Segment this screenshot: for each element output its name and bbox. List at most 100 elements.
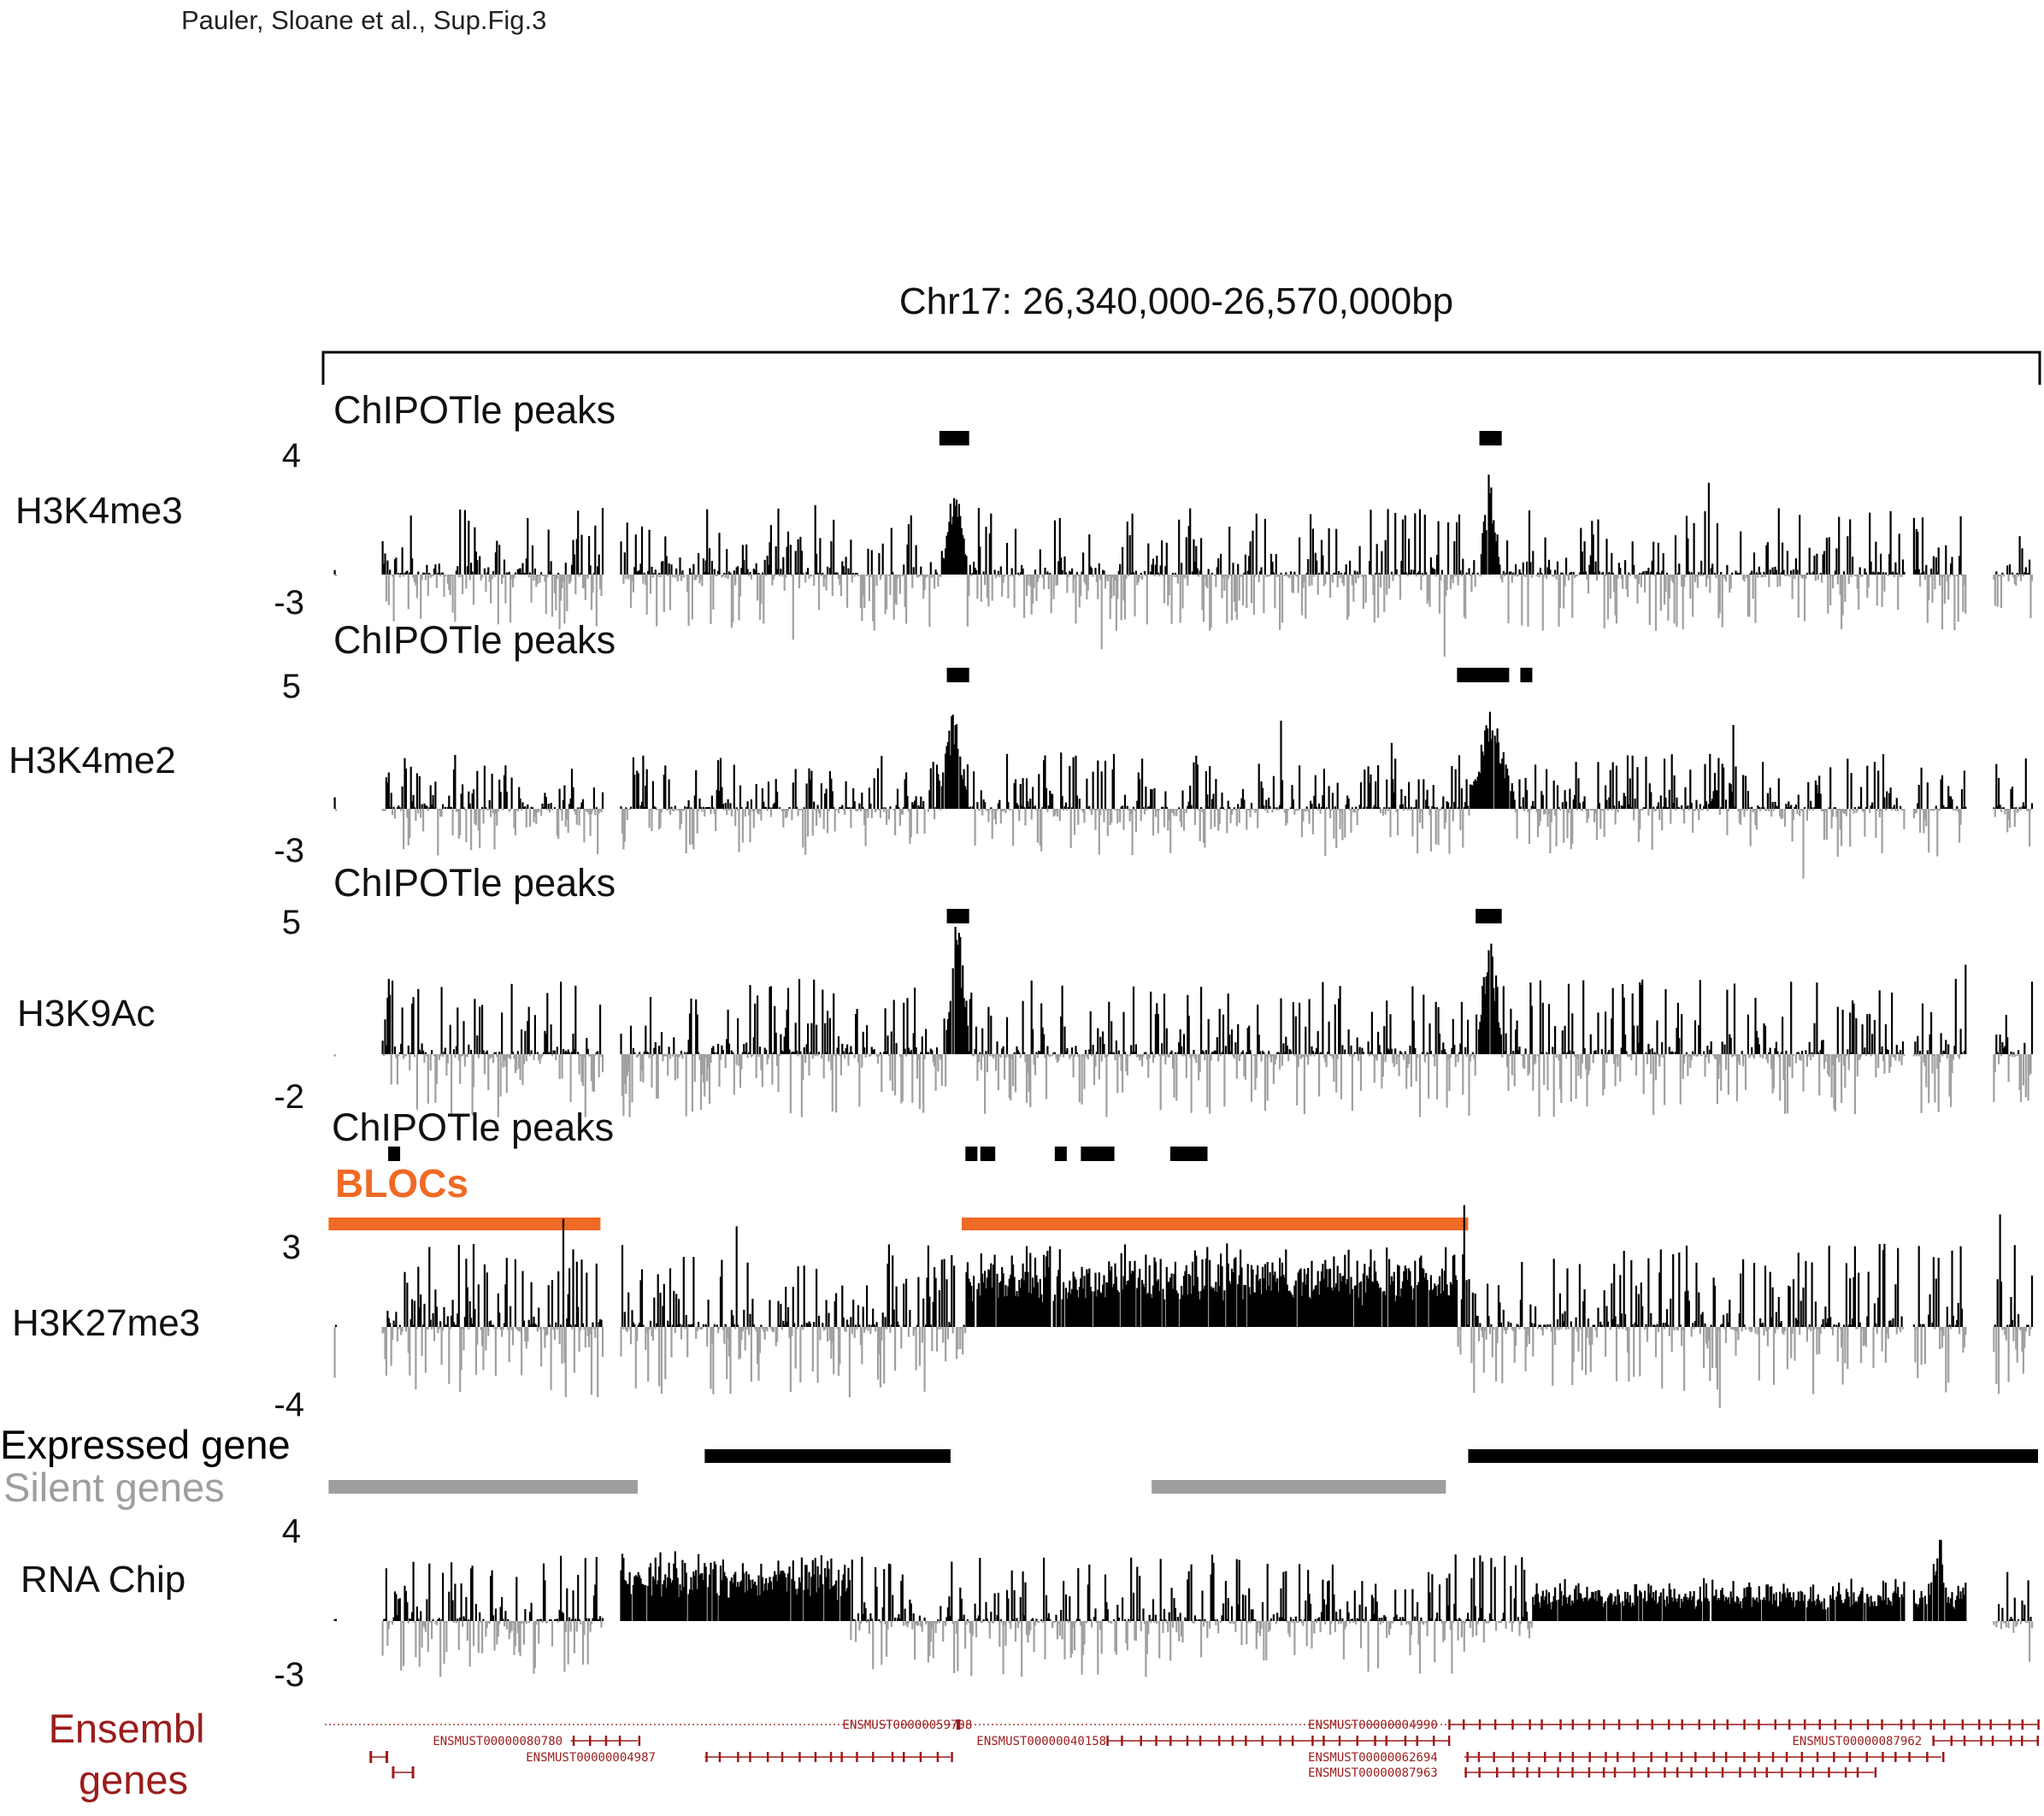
signal-bar (1774, 1047, 1776, 1054)
signal-bar (1641, 979, 1644, 1054)
signal-bar (598, 1054, 600, 1078)
signal-bar (1808, 547, 1811, 575)
signal-bar (1049, 1246, 1051, 1327)
signal-bar (794, 551, 797, 575)
signal-bar (1785, 804, 1788, 809)
signal-bar (1230, 809, 1234, 815)
signal-bar (1140, 809, 1142, 822)
signal-bar (1336, 1054, 1339, 1059)
signal-bar (1934, 575, 1936, 590)
signal-bar (1130, 809, 1133, 815)
signal-bar (490, 1320, 492, 1327)
signal-bar (1935, 557, 1937, 575)
signal-bar (1185, 809, 1187, 813)
signal-bar (622, 575, 625, 584)
signal-bar (398, 573, 400, 575)
signal-bar (1333, 1054, 1335, 1082)
signal-bar (1061, 570, 1063, 575)
signal-bar (393, 559, 397, 575)
signal-bar (1473, 1054, 1476, 1059)
signal-bar (981, 1273, 984, 1327)
signal-bar (1204, 809, 1206, 848)
signal-bar (667, 575, 669, 576)
signal-bar (1945, 1327, 1947, 1393)
signal-bar (921, 1036, 923, 1054)
signal-bar (481, 1005, 484, 1054)
signal-bar (1324, 575, 1327, 584)
signal-bar (1351, 1288, 1353, 1327)
signal-bar (1505, 1327, 1507, 1335)
signal-bar (1749, 1327, 1752, 1332)
signal-bar (389, 569, 392, 575)
signal-bar (1635, 575, 1638, 580)
signal-bar (427, 809, 429, 811)
signal-bar (1740, 1273, 1742, 1327)
signal-bar (1658, 809, 1661, 821)
signal-bar (422, 1324, 425, 1327)
signal-bar (884, 575, 887, 615)
signal-bar (1164, 791, 1167, 809)
signal-bar (555, 575, 557, 610)
signal-bar (449, 575, 451, 595)
signal-bar (786, 1009, 788, 1054)
signal-bar (1613, 1054, 1616, 1064)
signal-bar (2000, 1054, 2003, 1057)
signal-bar (333, 1054, 336, 1057)
signal-bar (723, 1327, 726, 1344)
signal-bar (1198, 575, 1200, 577)
signal-bar (1597, 519, 1599, 575)
signal-bar (805, 1044, 808, 1054)
signal-bar (1047, 575, 1050, 590)
signal-bar (1914, 1041, 1917, 1054)
signal-bar (707, 807, 710, 809)
signal-bar (1640, 984, 1642, 1054)
signal-bar (1446, 801, 1448, 809)
signal-bar (1451, 1284, 1453, 1327)
signal-bar (1451, 1048, 1453, 1054)
signal-bar (1375, 544, 1378, 575)
signal-bar (1575, 762, 1577, 809)
signal-bar (1023, 1280, 1026, 1327)
signal-bar (1526, 561, 1529, 575)
signal-bar (480, 575, 482, 581)
signal-bar (1613, 805, 1616, 809)
signal-bar (1782, 1054, 1785, 1081)
signal-bar (530, 1050, 533, 1054)
signal-bar (1582, 1301, 1585, 1327)
signal-bar (724, 1324, 727, 1327)
signal-bar (1883, 797, 1886, 809)
signal-bar (1794, 558, 1797, 575)
signal-bar (1670, 575, 1673, 581)
signal-bar (786, 809, 790, 811)
signal-bar (2000, 575, 2003, 609)
signal-bar (883, 809, 886, 812)
signal-bar (1614, 1054, 1617, 1087)
signal-bar (1213, 1290, 1216, 1327)
signal-bar (409, 516, 412, 575)
signal-bar (1963, 1327, 1965, 1347)
signal-bar (551, 1280, 554, 1327)
signal-bar (556, 1327, 558, 1330)
signal-bar (1078, 799, 1081, 809)
signal-bar (398, 1327, 400, 1330)
signal-bar (1704, 1324, 1706, 1327)
signal-bar (1297, 809, 1299, 811)
signal-bar (1580, 1054, 1582, 1079)
signal-bar (718, 533, 721, 575)
signal-bar (1594, 1327, 1597, 1331)
signal-bar (1602, 809, 1605, 811)
signal-bar (1772, 572, 1776, 575)
signal-bar (1176, 1293, 1179, 1327)
signal-bar (786, 809, 788, 817)
signal-bar (1066, 575, 1069, 593)
signal-bar (1102, 809, 1104, 811)
signal-bar (385, 1045, 387, 1054)
signal-bar (1664, 758, 1666, 809)
signal-bar (1260, 1294, 1263, 1327)
signal-bar (1576, 575, 1579, 577)
signal-bar (471, 571, 474, 575)
signal-bar (415, 773, 418, 809)
signal-bar (1930, 809, 1933, 811)
signal-bar (632, 575, 634, 593)
signal-bar (1622, 805, 1624, 809)
